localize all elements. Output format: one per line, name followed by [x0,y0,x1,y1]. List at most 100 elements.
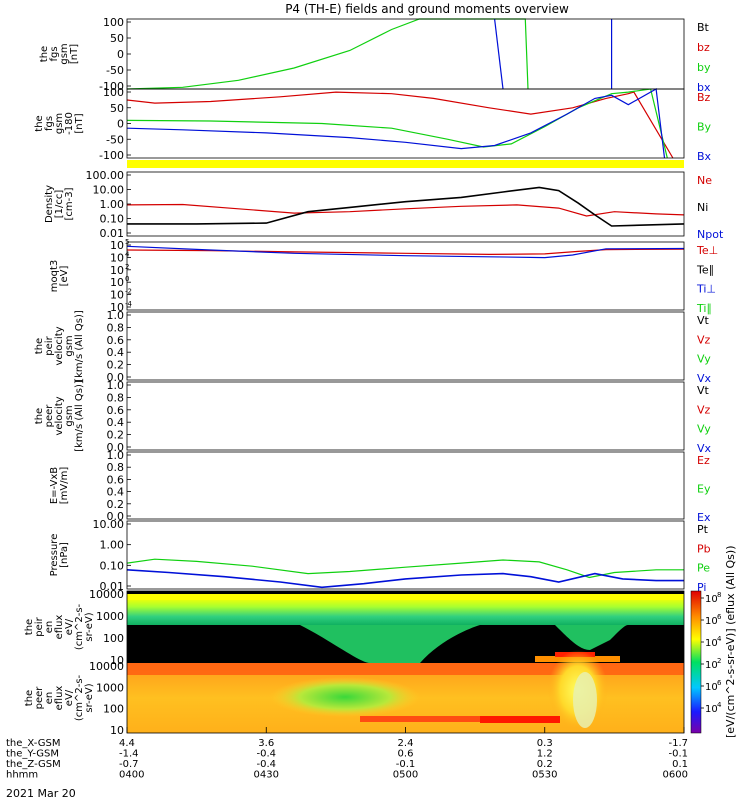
colorbar-tick-exponent: 8 [717,591,721,599]
y-tick-label: 0.8 [107,461,125,474]
y-tick-label: 10 [110,276,124,289]
ephemeris-value: -1.4 [119,749,139,760]
date-label: 2021 Mar 20 [6,787,76,800]
legend-Pt-label: Pt [697,523,709,536]
y-axis-label: (cm^2-s- [74,603,85,650]
panel-frame [126,241,685,311]
y-tick-label: 10000 [89,660,124,673]
ephemeris-value: 0430 [254,770,279,781]
series-bx-line [494,18,504,90]
y-axis-label: moqt3 [49,260,60,293]
y-axis-label: fgs [44,116,55,131]
y-tick-label: 10 [110,251,124,264]
y-tick-label: 10000 [89,588,124,601]
y-tick-label: 100 [103,632,124,645]
ephemeris-value: -0.1 [668,749,688,760]
y-axis-label: [mV/m] [59,467,70,505]
ephemeris-value: 1.2 [537,749,553,760]
legend-Vt-label: Vt [697,384,710,397]
panel-pressure: 10.00 1.00 0.10 0.01 Pressure [nPa] Pt Pb Pe Pi [49,518,711,594]
panel-peer-eflux: 10000 1000 100 10 the peer en eflux eV/(cm^2-s-s… [24,660,131,737]
colorbar-tick-exponent: 4 [717,635,722,643]
y-tick-label: 0.4 [107,486,125,499]
y-axis-label: gsm [64,335,75,356]
series-by-line [126,18,529,90]
y-axis-label: (cm^2-s- [74,674,85,721]
legend-Vy-label: Vy [697,423,711,436]
colorbar-tick-exponent: 6 [717,613,722,621]
y-tick-label: 0.10 [100,213,125,226]
peir-spectrogram [127,591,684,663]
legend-Ey-label: Ey [697,483,711,496]
y-axis-label: [cm-3] [64,187,75,220]
legend-Ti-label: Ti∥ [696,302,712,315]
panel-frame [126,381,685,451]
y-axis-label: the [39,46,50,62]
legend-Te-label: Te⊥ [696,244,718,257]
series-Pi-line [126,569,684,589]
y-axis-label: E=-VxB [49,467,60,504]
y-tick-label: 0.01 [100,580,125,593]
y-axis-label: the [24,619,35,635]
y-axis-label: peir [44,335,55,355]
ephemeris-value: 4.4 [119,738,135,749]
y-tick-label: 1.00 [100,198,125,211]
y-axis-label: peer [44,404,55,428]
y-axis-label: gsm [54,113,65,134]
y-axis-label: [nT] [74,113,85,133]
ephemeris-value: 3.6 [258,738,274,749]
legend-bx-label: bx [697,81,711,94]
y-axis-label: [km/s (All Qs)] [74,310,85,382]
y-tick-label: 1.0 [107,449,125,462]
ephemeris-value: -0.7 [119,759,139,770]
legend-Te-label: Te∥ [696,263,714,276]
y-tick-label: 0.6 [107,404,125,417]
y-tick-exponent: 2 [125,263,129,271]
y-tick-label: 10 [110,239,124,252]
legend-By-label: By [697,121,712,134]
y-axis-label: [km/s (All Qs)] [74,380,85,452]
y-axis-label: the [34,408,45,424]
series-Ti-line [126,245,685,259]
y-tick-label: 10.00 [93,518,125,531]
y-tick-label: 0.0 [107,371,125,384]
y-tick-exponent: 5 [125,238,129,246]
y-tick-label: 1.0 [107,379,125,392]
y-axis-label: eflux [54,686,65,711]
ephemeris-value: 0.3 [537,738,553,749]
panel-fgs-dc: 100 50 0 -50 -100 the fgs gsm -180 [nT] Bz By Bx [34,86,712,163]
y-axis-label: the [24,690,35,706]
ephemeris-value: 2.4 [398,738,414,749]
ephemeris-value: 0500 [393,770,418,781]
legend-by-label: by [697,61,711,74]
series-By-line [126,88,668,159]
panel-frame [126,171,685,237]
colorbar-tick-label: 10 [705,682,718,693]
y-tick-label: 50 [110,32,124,45]
legend-Pi-label: Pi [697,581,706,594]
ephemeris-label: the_X-GSM [6,738,60,749]
y-tick-label: 10 [110,289,124,302]
legend-Bz-label: Bz [697,91,711,104]
legend-Vx-label: Vx [697,372,712,385]
y-tick-label: 0.6 [107,334,125,347]
y-tick-label: 1000 [96,681,124,694]
legend-Ti-label: Ti⊥ [696,283,716,296]
y-axis-label: [1/cc] [54,190,65,219]
y-tick-label: 50 [110,102,124,115]
y-axis-label: velocity [54,396,65,435]
y-tick-label: 0.10 [100,559,125,572]
y-axis-label: [nT] [69,44,80,64]
legend-Vy-label: Vy [697,353,711,366]
panel-density: 100.00 10.001.00 0.100.01 Density [1/cc] [cm-… [44,169,724,241]
y-tick-label: 10 [110,724,124,737]
ephemeris-label: the_Y-GSM [6,749,59,760]
colorbar-tick-exponent: 6 [717,679,722,687]
y-tick-label: 10.00 [93,184,125,197]
ephemeris-value: 0600 [663,770,688,781]
panel-peer-velocity: 1.00.80.60.40.20.0 the peer velocity gsm [km/… [34,379,712,455]
panel-peir-eflux: 10000 1000 100 10 the peir en eflux eV/(cm^2-s-s… [24,588,131,667]
colorbar-label: [eV/(cm^2-s-sr-eV)] (eflux (All Qs)) [724,546,737,738]
legend-Bx-label: Bx [697,150,712,163]
y-axis-label: gsm [59,43,70,64]
